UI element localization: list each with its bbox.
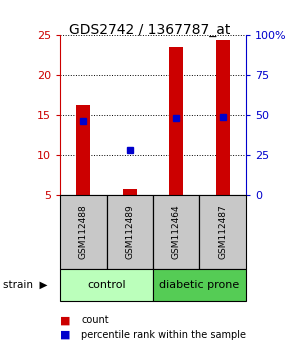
Bar — [123, 189, 137, 195]
Bar — [60, 195, 106, 269]
Text: ■: ■ — [60, 330, 70, 339]
Bar — [169, 46, 183, 195]
Bar — [106, 195, 153, 269]
Text: control: control — [87, 280, 126, 290]
Text: GDS2742 / 1367787_at: GDS2742 / 1367787_at — [69, 23, 231, 37]
Bar — [200, 195, 246, 269]
Text: ■: ■ — [60, 315, 70, 325]
Text: GSM112488: GSM112488 — [79, 205, 88, 259]
Text: GSM112464: GSM112464 — [172, 205, 181, 259]
Bar — [60, 269, 153, 301]
Text: count: count — [81, 315, 109, 325]
Bar — [153, 195, 200, 269]
Bar — [216, 40, 230, 195]
Bar — [76, 105, 90, 195]
Text: strain  ▶: strain ▶ — [3, 280, 47, 290]
Bar — [153, 269, 246, 301]
Text: GSM112489: GSM112489 — [125, 205, 134, 259]
Text: diabetic prone: diabetic prone — [159, 280, 240, 290]
Text: percentile rank within the sample: percentile rank within the sample — [81, 330, 246, 339]
Text: GSM112487: GSM112487 — [218, 205, 227, 259]
